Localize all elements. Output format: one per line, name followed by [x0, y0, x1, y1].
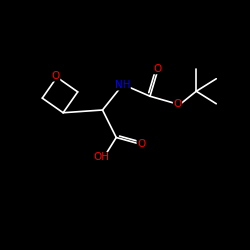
Text: O: O: [174, 99, 182, 109]
Text: O: O: [137, 139, 145, 149]
Text: O: O: [52, 71, 60, 81]
Text: NH: NH: [115, 80, 130, 90]
Text: O: O: [154, 64, 162, 74]
Text: OH: OH: [93, 152, 109, 162]
